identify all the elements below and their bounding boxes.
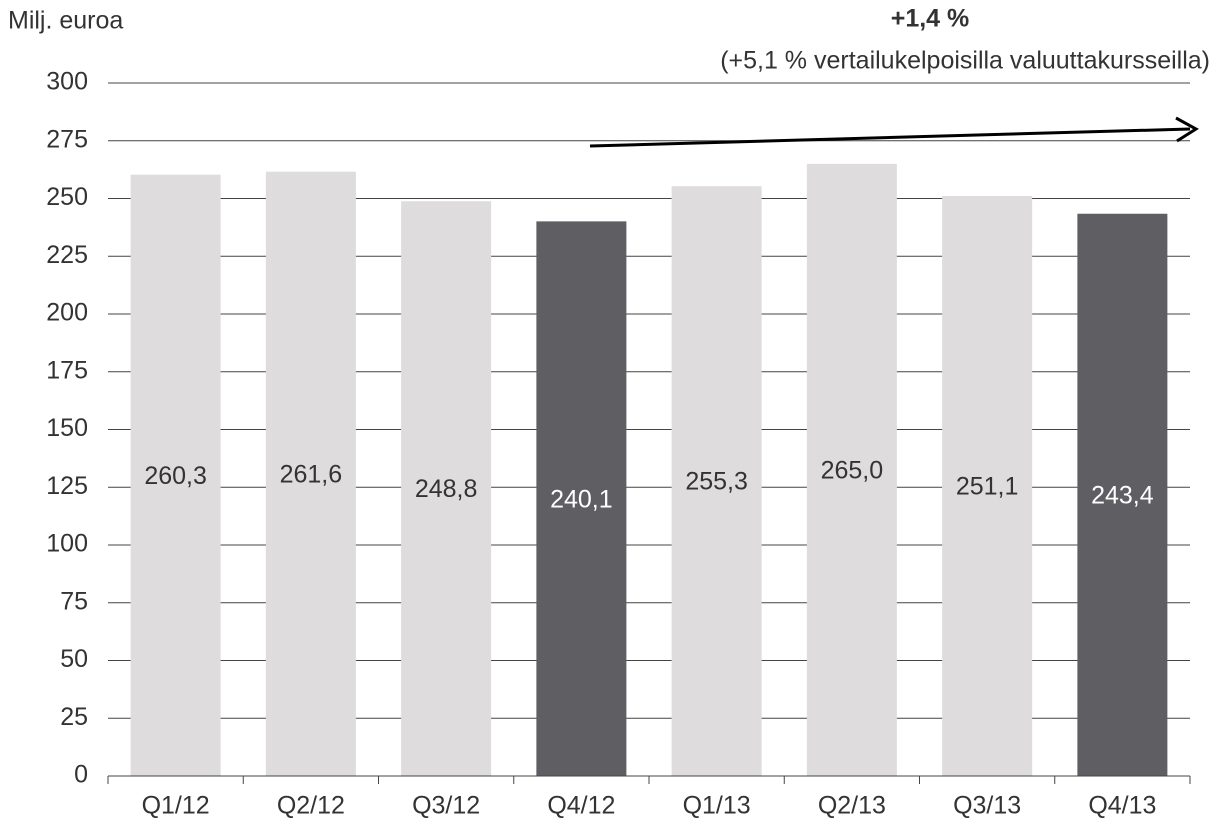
x-tick-label: Q1/13	[683, 792, 751, 820]
y-tick-label: 300	[46, 68, 88, 96]
arrow-head	[1175, 116, 1199, 143]
y-tick-label: 25	[60, 703, 88, 731]
bar	[806, 163, 897, 777]
value-label: 243,4	[1091, 481, 1154, 509]
value-label: 260,3	[144, 462, 207, 490]
x-tick-label: Q4/12	[547, 792, 615, 820]
x-tick-label: Q2/13	[818, 792, 886, 820]
value-label: 255,3	[685, 468, 748, 496]
trend-arrow	[589, 127, 1191, 148]
y-tick-label: 150	[46, 414, 88, 442]
y-tick-label: 0	[74, 761, 88, 789]
y-tick-label: 275	[46, 125, 88, 153]
value-label: 265,0	[821, 457, 884, 485]
value-label: 261,6	[280, 460, 343, 488]
y-tick-label: 250	[46, 183, 88, 211]
annotation: +1,4 %	[891, 5, 970, 33]
bar	[536, 221, 627, 776]
y-tick-label: 175	[46, 356, 88, 384]
bar	[671, 186, 762, 776]
x-tick-label: Q1/12	[142, 792, 210, 820]
annotation-sub: (+5,1 % vertailukelpoisilla valuuttakurs…	[720, 47, 1210, 75]
value-label: 251,1	[956, 473, 1019, 501]
x-tick-label: Q3/12	[412, 792, 480, 820]
value-label: 240,1	[550, 485, 613, 513]
y-tick-label: 125	[46, 472, 88, 500]
y-tick-label: 50	[60, 645, 88, 673]
bar	[265, 171, 356, 777]
y-tick-label: 100	[46, 530, 88, 558]
x-tick-label: Q2/12	[277, 792, 345, 820]
y-tick-label: 75	[60, 587, 88, 615]
x-tick-label: Q4/13	[1088, 792, 1156, 820]
y-tick-label: 200	[46, 299, 88, 327]
y-axis-label: Milj. euroa	[8, 7, 123, 35]
bar	[1077, 213, 1168, 777]
bar	[130, 174, 221, 776]
value-label: 248,8	[415, 475, 478, 503]
y-tick-label: 225	[46, 241, 88, 269]
x-tick-label: Q3/13	[953, 792, 1021, 820]
bar	[401, 201, 492, 777]
bar	[942, 195, 1033, 777]
